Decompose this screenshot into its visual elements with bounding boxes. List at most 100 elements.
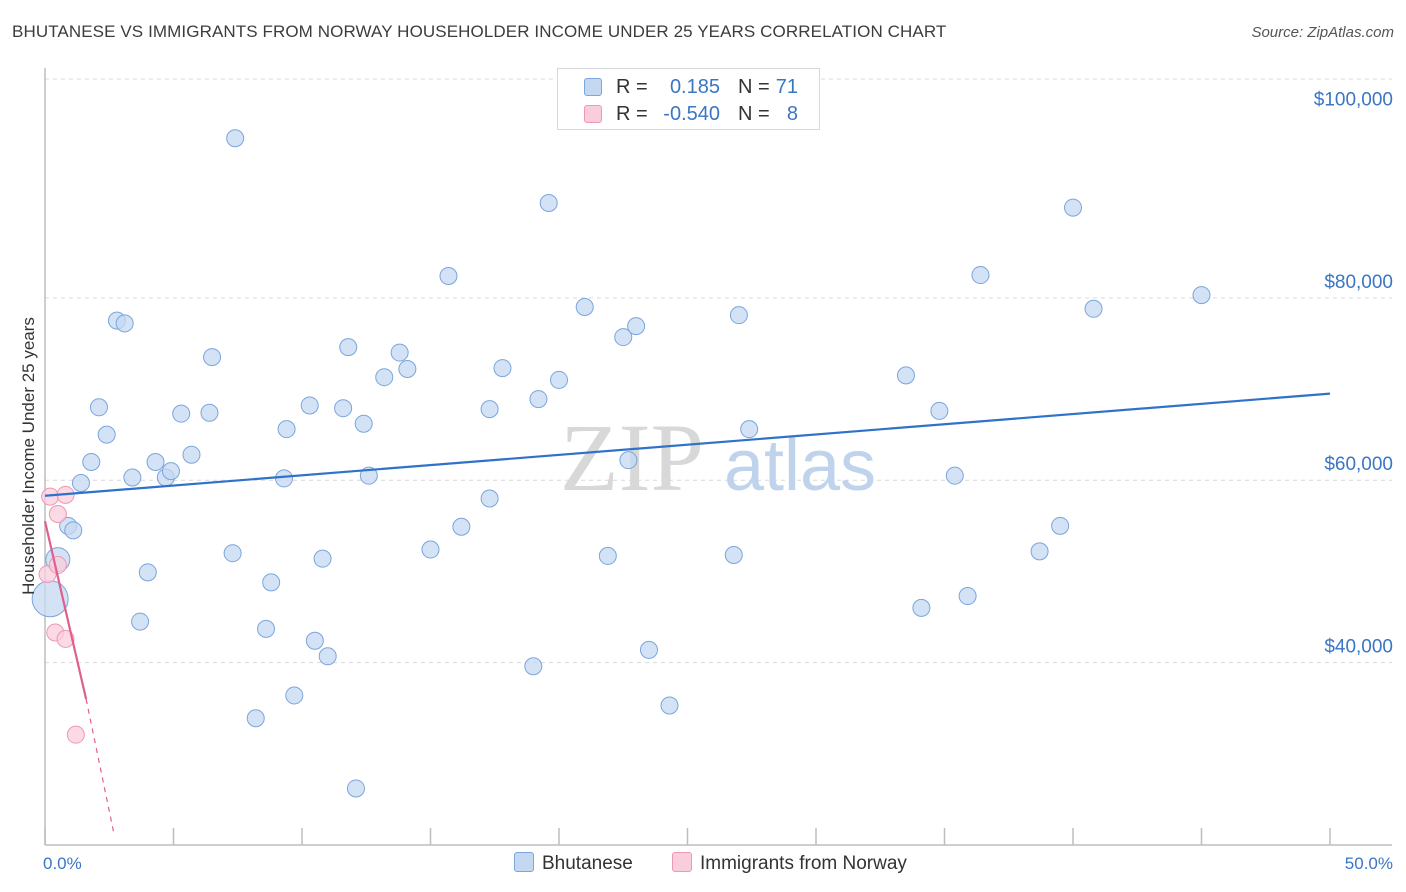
bhutanese-point bbox=[1064, 198, 1082, 217]
bhutanese-point bbox=[131, 612, 150, 631]
norway-trend-extension bbox=[85, 698, 115, 837]
bhutanese-point bbox=[575, 297, 594, 316]
bhutanese-point bbox=[660, 696, 679, 715]
bhutanese-point bbox=[200, 403, 219, 422]
bhutanese-point bbox=[614, 328, 633, 347]
bhutanese-point bbox=[334, 399, 353, 418]
bhutanese-point bbox=[64, 521, 83, 540]
bhutanese-point bbox=[639, 640, 658, 659]
correlation-legend: R = 0.185 N = 71 R = -0.540 N = 8 bbox=[557, 68, 820, 130]
legend-swatch-pink bbox=[584, 105, 602, 123]
bhutanese-point bbox=[115, 314, 134, 333]
norway-trend-line bbox=[43, 521, 88, 700]
bhutanese-point bbox=[619, 451, 638, 470]
watermark-atlas: atlas bbox=[724, 426, 876, 506]
legend-r-label: R = bbox=[616, 76, 648, 98]
gridlines bbox=[45, 78, 1392, 664]
bhutanese-point bbox=[480, 489, 499, 508]
norway-point bbox=[41, 487, 60, 506]
bhutanese-point bbox=[398, 359, 417, 378]
bhutanese-point bbox=[339, 338, 358, 357]
bhutanese-point bbox=[123, 468, 142, 487]
bhutanese-point bbox=[598, 546, 617, 565]
bhutanese-point bbox=[912, 598, 931, 617]
bhutanese-point bbox=[346, 779, 365, 798]
bhutanese-point bbox=[203, 348, 222, 367]
bottom-legend-swatch-pink bbox=[672, 852, 692, 872]
bhutanese-point bbox=[375, 368, 394, 387]
bhutanese-point bbox=[539, 194, 558, 213]
bhutanese-point bbox=[313, 549, 332, 568]
bhutanese-point bbox=[71, 473, 90, 492]
bhutanese-point bbox=[896, 366, 915, 385]
bhutanese-point bbox=[524, 657, 543, 676]
norway-point bbox=[56, 629, 75, 648]
watermark: ZIP atlas bbox=[560, 404, 876, 511]
bhutanese-point bbox=[305, 631, 324, 650]
bhutanese-point bbox=[182, 445, 201, 464]
bottom-legend-label: Bhutanese bbox=[542, 853, 633, 874]
legend-r-value: 0.185 bbox=[669, 76, 720, 98]
norway-point bbox=[48, 556, 67, 575]
bhutanese-point bbox=[82, 453, 101, 471]
bhutanese-point bbox=[529, 390, 548, 409]
trend-lines bbox=[43, 392, 1331, 837]
bhutanese-point bbox=[257, 619, 276, 638]
bhutanese-point bbox=[354, 414, 373, 433]
bhutanese-point bbox=[226, 129, 245, 148]
x-tick-label: 50.0% bbox=[1345, 854, 1393, 873]
data-points bbox=[31, 129, 1211, 798]
bhutanese-point bbox=[550, 370, 568, 389]
bhutanese-point bbox=[627, 317, 646, 336]
y-tick-label: $80,000 bbox=[1324, 272, 1393, 293]
bottom-legend-norway: Immigrants from Norway bbox=[672, 852, 907, 875]
bhutanese-point bbox=[318, 647, 337, 666]
bhutanese-point bbox=[262, 573, 281, 592]
y-tick-label: $60,000 bbox=[1324, 454, 1393, 475]
bhutanese-point bbox=[1030, 542, 1049, 561]
bhutanese-point bbox=[146, 453, 165, 471]
legend-n-label: N = bbox=[738, 76, 770, 98]
y-tick-label: $40,000 bbox=[1324, 637, 1393, 658]
y-tick-label: $100,000 bbox=[1314, 89, 1393, 110]
bhutanese-point bbox=[223, 544, 242, 563]
bottom-legend-bhutanese: Bhutanese bbox=[514, 852, 633, 875]
legend-n-value: 8 bbox=[786, 103, 798, 125]
bhutanese-point bbox=[1084, 299, 1103, 318]
bhutanese-point bbox=[930, 401, 949, 420]
source-label: Source: ZipAtlas.com bbox=[1251, 24, 1394, 41]
x-tick-labels: 0.0% 50.0% bbox=[43, 854, 1393, 873]
bhutanese-point bbox=[493, 359, 512, 378]
bhutanese-point bbox=[439, 266, 458, 285]
bhutanese-point bbox=[89, 398, 108, 417]
legend-row-bhutanese: R = 0.185 N = 71 bbox=[558, 73, 819, 101]
bhutanese-point bbox=[1192, 286, 1211, 305]
axes bbox=[44, 68, 1392, 846]
legend-row-norway: R = -0.540 N = 8 bbox=[558, 100, 819, 128]
bhutanese-point bbox=[971, 266, 990, 285]
bhutanese-point bbox=[172, 404, 191, 423]
bhutanese-point bbox=[390, 343, 409, 362]
bhutanese-point bbox=[285, 686, 304, 705]
legend-n-label: N = bbox=[738, 103, 770, 125]
bhutanese-point bbox=[275, 469, 294, 488]
bhutanese-point bbox=[161, 462, 180, 481]
bhutanese-point bbox=[724, 546, 743, 565]
bhutanese-point bbox=[740, 420, 759, 439]
y-axis-title: Householder Income Under 25 years bbox=[19, 317, 38, 595]
bhutanese-point bbox=[138, 563, 157, 582]
bhutanese-point bbox=[1051, 516, 1070, 535]
legend-n-value: 71 bbox=[775, 76, 798, 98]
bhutanese-point bbox=[277, 420, 296, 439]
bhutanese-point bbox=[300, 396, 319, 415]
bottom-legend-label: Immigrants from Norway bbox=[700, 853, 907, 874]
legend-swatch-blue bbox=[584, 78, 602, 96]
norway-point bbox=[66, 725, 85, 744]
bhutanese-point bbox=[945, 466, 964, 485]
x-tick-label: 0.0% bbox=[43, 854, 82, 873]
legend-r-value: -0.540 bbox=[663, 103, 720, 125]
bhutanese-trend-line bbox=[44, 392, 1331, 497]
legend-r-label: R = bbox=[616, 103, 648, 125]
bhutanese-point bbox=[729, 306, 748, 325]
